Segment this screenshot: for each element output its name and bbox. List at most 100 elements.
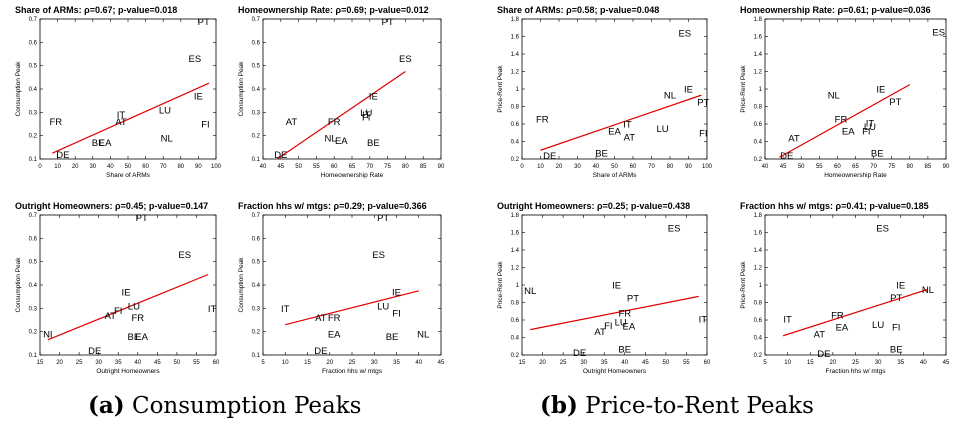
- fit-line: [52, 82, 210, 154]
- point-label-ie: IE: [194, 92, 203, 103]
- y-tick-label: 1.6: [511, 35, 520, 41]
- panel-title: Fraction hhs w/ mtgs: ρ=0.29; p-value=0.…: [238, 201, 427, 211]
- point-label-ie: IE: [876, 85, 885, 96]
- point-label-ea: EA: [842, 127, 855, 138]
- point-label-es: ES: [189, 54, 202, 65]
- y-tick-label: 0.6: [29, 40, 38, 46]
- x-tick-label: 25: [349, 360, 356, 366]
- point-label-at: AT: [814, 330, 826, 341]
- y-axis-label: Consumption Peak: [238, 257, 245, 313]
- y-tick-label: 1: [759, 283, 763, 289]
- panel-6: Fraction hhs w/ mtgs: ρ=0.29; p-value=0.…: [238, 201, 445, 375]
- point-label-de: DE: [56, 150, 69, 161]
- x-axis-label: Homeownership Rate: [321, 172, 384, 179]
- x-tick-label: 10: [784, 360, 791, 366]
- x-tick-label: 45: [277, 164, 284, 170]
- y-axis-label: Consumption Peak: [15, 257, 22, 313]
- point-label-fi: FI: [892, 323, 900, 334]
- y-tick-label: 1.4: [511, 248, 520, 254]
- point-label-nl: NL: [828, 91, 840, 102]
- x-tick-label: 85: [925, 164, 932, 170]
- fit-line: [285, 290, 419, 326]
- y-tick-label: 0.4: [29, 283, 38, 289]
- x-tick-label: 40: [593, 164, 600, 170]
- point-label-ea: EA: [623, 322, 636, 333]
- point-label-at: AT: [788, 134, 800, 145]
- point-label-ie: IE: [684, 85, 693, 96]
- y-tick-label: 1: [516, 87, 520, 93]
- y-tick-label: 0.6: [754, 318, 763, 324]
- point-label-pt: PT: [627, 294, 639, 305]
- point-label-it: IT: [623, 120, 632, 131]
- point-label-ea: EA: [608, 127, 621, 138]
- x-tick-label: 80: [906, 164, 913, 170]
- panel-title: Share of ARMs: ρ=0.67; p-value=0.018: [15, 5, 177, 15]
- point-label-fi: FI: [392, 309, 400, 320]
- point-label-pt: PT: [889, 97, 901, 108]
- y-tick-label: 0.6: [511, 122, 520, 128]
- point-label-fi: FI: [362, 113, 370, 124]
- x-tick-label: 35: [601, 360, 608, 366]
- point-label-nl: NL: [161, 134, 173, 145]
- x-tick-label: 35: [897, 360, 904, 366]
- panel-title: Outright Homeowners: ρ=0.45; p-value=0.1…: [15, 201, 208, 211]
- y-tick-label: 0.3: [252, 110, 261, 116]
- point-label-at: AT: [315, 313, 327, 324]
- x-tick-label: 100: [211, 164, 222, 170]
- point-label-lu: LU: [377, 302, 389, 313]
- point-label-be: BE: [367, 138, 380, 149]
- x-axis-label: Fraction hhs w/ mtgs: [826, 368, 887, 375]
- x-axis-label: Share of ARMs: [106, 172, 150, 179]
- point-label-fi: FI: [604, 321, 612, 332]
- y-tick-label: 1.4: [754, 248, 763, 254]
- panel-7: Outright Homeowners: ρ=0.25; p-value=0.4…: [497, 201, 711, 375]
- y-tick-label: 1.2: [511, 70, 520, 76]
- caption-a: (a) Consumption Peaks: [88, 392, 361, 419]
- y-axis-label: Price-Rent Peak: [740, 261, 747, 309]
- x-axis-label: Outright Homeowners: [96, 368, 160, 375]
- y-axis-label: Consumption Peak: [238, 61, 245, 117]
- x-tick-label: 90: [195, 164, 202, 170]
- panel-title: Share of ARMs: ρ=0.58; p-value=0.048: [497, 5, 659, 15]
- point-label-be: BE: [871, 148, 884, 159]
- x-tick-label: 35: [393, 360, 400, 366]
- x-tick-label: 15: [519, 360, 526, 366]
- x-tick-label: 10: [282, 360, 289, 366]
- point-label-es: ES: [678, 29, 691, 40]
- point-label-at: AT: [105, 311, 117, 322]
- point-label-lu: LU: [872, 320, 884, 331]
- y-tick-label: 1.4: [511, 52, 520, 58]
- x-tick-label: 60: [630, 164, 637, 170]
- point-label-nl: NL: [524, 286, 536, 297]
- y-tick-label: 0.5: [252, 260, 261, 266]
- point-label-nl: NL: [417, 330, 429, 341]
- x-axis-label: Outright Homeowners: [583, 368, 647, 375]
- x-tick-label: 45: [943, 360, 950, 366]
- fit-line: [779, 84, 911, 158]
- point-label-de: DE: [573, 348, 586, 359]
- y-tick-label: 1.2: [754, 70, 763, 76]
- point-label-pt: PT: [198, 17, 210, 28]
- y-tick-label: 0.6: [29, 236, 38, 242]
- x-tick-label: 45: [780, 164, 787, 170]
- x-tick-label: 10: [54, 164, 61, 170]
- x-tick-label: 20: [556, 164, 563, 170]
- x-tick-label: 20: [539, 360, 546, 366]
- point-label-es: ES: [399, 54, 412, 65]
- point-label-it: IT: [699, 315, 708, 326]
- caption-a-tag: (a): [88, 392, 125, 419]
- point-label-de: DE: [274, 150, 287, 161]
- x-axis-label: Share of ARMs: [593, 172, 637, 179]
- y-tick-label: 0.6: [754, 122, 763, 128]
- point-label-ea: EA: [99, 138, 112, 149]
- y-tick-label: 0.1: [252, 353, 261, 359]
- panel-3: Share of ARMs: ρ=0.58; p-value=0.048 0 10 2…: [497, 5, 713, 179]
- y-tick-label: 1.6: [754, 231, 763, 237]
- point-label-be: BE: [890, 344, 903, 355]
- point-label-de: DE: [817, 349, 830, 360]
- x-tick-label: 80: [402, 164, 409, 170]
- x-tick-label: 60: [213, 360, 220, 366]
- y-tick-label: 0.6: [252, 236, 261, 242]
- x-tick-label: 90: [685, 164, 692, 170]
- point-label-fi: FI: [699, 128, 707, 139]
